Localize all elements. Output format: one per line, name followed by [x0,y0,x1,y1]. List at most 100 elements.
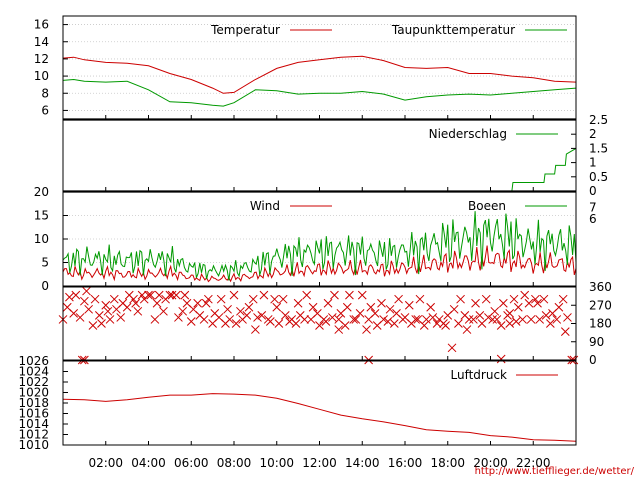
wind-direction-point [242,311,252,320]
wind-direction-point [122,302,132,312]
wind-direction-point [518,315,527,324]
wind-direction-point [539,294,549,304]
y-tick-label: 2 [589,127,597,141]
wind-direction-point [404,300,414,310]
legend-label: Niederschlag [429,127,507,141]
axis-layer: 16141210862.521.510.50201510507636027018… [18,15,612,470]
x-tick-label: 14:00 [345,456,380,470]
x-tick-label: 16:00 [388,456,423,470]
wind-direction-point [454,319,463,328]
wind-direction-point [180,290,190,300]
wind-direction-point [75,313,85,322]
wind-direction-point [456,294,465,304]
wind-direction-point [133,306,143,316]
legend-label: Temperatur [210,23,280,37]
x-tick-label: 12:00 [302,456,337,470]
wind-direction-point [236,306,245,316]
y-tick-label: 1020 [18,386,49,400]
wind-direction-point [193,298,203,308]
wind-direction-point [355,309,365,318]
wind-direction-point [471,298,480,308]
wind-direction-point [97,319,106,328]
wind-direction-point [509,294,519,304]
wind-direction-point [560,327,570,336]
wind-direction-point [293,298,303,308]
wind-direction-point [159,306,168,316]
wind-direction-point [563,313,572,322]
wind-direction-point [280,311,290,320]
wind-direction-point [385,304,395,314]
wind-direction-point [152,298,162,308]
y-tick-label: 0 [41,279,49,293]
wind-direction-point [278,294,288,304]
y-tick-label: 360 [589,280,612,294]
wind-direction-point [315,321,324,330]
wind-direction-point [377,298,386,308]
y-tick-label: 10 [34,69,49,83]
y-tick-label: 1012 [18,428,49,442]
wind-direction-point [216,294,226,304]
wind-direction-point [65,292,74,302]
series-line-temperatur [62,55,577,94]
y-tick-label: 1024 [18,365,49,379]
y-tick-label: 14 [34,35,49,49]
wind-direction-point [101,300,111,310]
x-tick-label: 08:00 [217,456,252,470]
wind-direction-point [144,290,153,300]
wind-direction-point [340,321,350,330]
x-tick-label: 06:00 [174,456,209,470]
wind-direction-point [383,317,393,326]
wind-direction-point [511,317,521,326]
data-layer [59,55,579,442]
y-tick-label: 15 [34,209,49,223]
wind-direction-point [379,315,388,324]
wind-direction-point [422,315,431,324]
wind-direction-point [186,317,196,326]
wind-direction-point [447,343,457,353]
wind-direction-point [131,298,141,308]
wind-direction-point [251,325,260,334]
wind-direction-point [419,321,429,330]
wind-direction-point [90,294,100,304]
wind-direction-point [345,290,354,300]
y-tick-label: 1026 [18,354,49,368]
wind-direction-point [490,306,500,316]
wind-direction-point [520,290,530,300]
wind-direction-point [533,298,542,308]
wind-direction-point [84,304,94,314]
wind-direction-point [80,296,89,306]
series-line-taupunkttemperatur [62,78,577,107]
wind-direction-point [94,311,104,320]
wind-direction-point [441,321,450,330]
wind-direction-point [223,304,232,314]
wind-direction-point [109,294,119,304]
wind-direction-point [505,309,515,318]
wind-direction-point [462,325,472,334]
series-line-niederschlag [63,147,577,192]
wind-direction-point [496,321,506,330]
wind-direction-point [362,325,371,334]
footer-url[interactable]: http://www.tiefflieger.de/wetter/ [475,466,635,477]
y-tick-label: 6 [41,103,49,117]
wind-direction-point [146,290,155,300]
legend-label: Wind [250,199,280,213]
y-right-tick-label: 7 [589,201,597,215]
wind-direction-point [199,315,209,324]
wind-direction-point [496,354,506,364]
y-tick-label: 0 [589,184,597,198]
wind-direction-point [481,294,491,304]
wind-direction-point [541,311,551,320]
wind-direction-point [323,298,333,308]
wind-direction-point [334,325,344,334]
wind-direction-point [524,298,534,308]
wind-direction-point [225,315,235,324]
wind-direction-point [449,304,459,314]
wind-direction-point [342,302,352,312]
y-tick-label: 1018 [18,396,49,410]
y-right-tick-label: 6 [589,212,597,226]
y-tick-label: 16 [34,18,49,32]
wind-direction-point [308,302,318,312]
y-tick-label: 270 [589,298,612,312]
y-tick-label: 0 [589,353,597,367]
wind-direction-point [357,290,367,300]
